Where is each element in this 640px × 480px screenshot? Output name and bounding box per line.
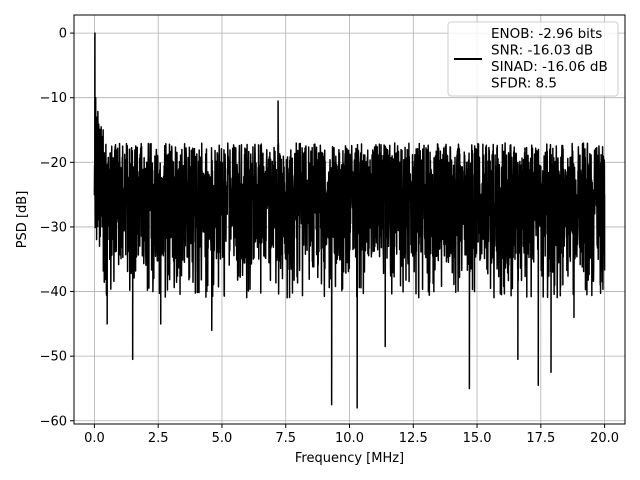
x-tick-label: 0.0	[84, 431, 105, 446]
legend-sfdr: SFDR: 8.5	[491, 76, 557, 92]
x-tick-label: 7.5	[275, 431, 296, 446]
x-axis-label: Frequency [MHz]	[295, 451, 404, 466]
psd-series-line	[93, 32, 606, 409]
x-tick-label: 10.0	[335, 431, 364, 446]
y-tick-label: −10	[40, 91, 67, 106]
x-tick-label: 12.5	[399, 431, 428, 446]
legend: ENOB: -2.96 bits SNR: -16.03 dB SINAD: -…	[447, 21, 619, 97]
legend-enob: ENOB: -2.96 bits	[491, 26, 602, 42]
y-tick-label: −60	[40, 414, 67, 429]
x-axis-ticks: 0.0 2.5 5.0 7.5 10.0 12.5 15.0 17.5 20.0	[84, 424, 619, 446]
psd-series	[93, 32, 606, 409]
x-tick-label: 20.0	[590, 431, 619, 446]
y-tick-label: 0	[59, 27, 67, 42]
y-axis-ticks: 0 −10 −20 −30 −40 −50 −60	[40, 27, 74, 429]
y-tick-label: −30	[40, 220, 67, 235]
y-tick-label: −50	[40, 350, 67, 365]
x-tick-label: 2.5	[148, 431, 169, 446]
x-tick-label: 17.5	[526, 431, 555, 446]
y-tick-label: −20	[40, 156, 67, 171]
legend-sinad: SINAD: -16.06 dB	[491, 59, 608, 75]
y-axis-label: PSD [dB]	[15, 191, 30, 249]
x-tick-label: 5.0	[212, 431, 233, 446]
x-tick-label: 15.0	[463, 431, 492, 446]
legend-snr: SNR: -16.03 dB	[491, 43, 593, 59]
y-tick-label: −40	[40, 285, 67, 300]
legend-box	[447, 21, 619, 97]
